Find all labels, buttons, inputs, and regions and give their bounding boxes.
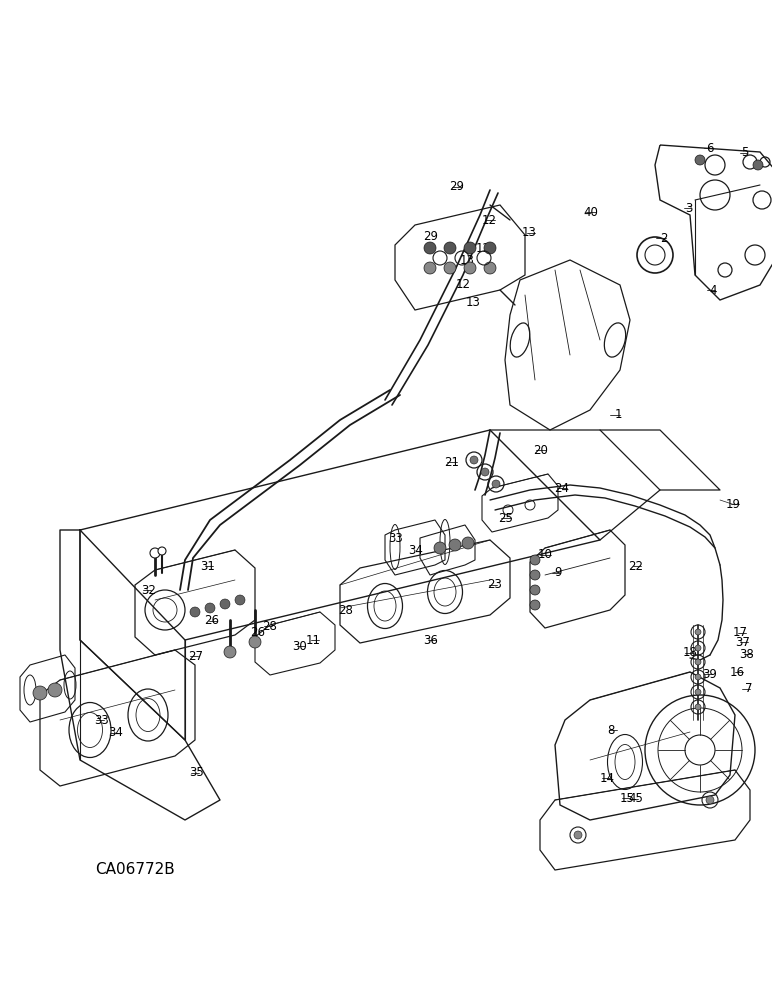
Circle shape [695, 659, 701, 665]
Text: 29: 29 [423, 231, 438, 243]
Text: 32: 32 [141, 584, 156, 596]
Text: 15: 15 [620, 792, 635, 804]
Text: 37: 37 [735, 636, 750, 648]
Text: 35: 35 [189, 766, 204, 780]
Circle shape [481, 468, 489, 476]
Text: 5: 5 [742, 146, 749, 159]
Text: 26: 26 [250, 626, 265, 640]
Text: 26: 26 [204, 614, 219, 628]
Text: 10: 10 [538, 548, 553, 562]
Circle shape [434, 542, 446, 554]
Circle shape [462, 537, 474, 549]
Circle shape [190, 607, 200, 617]
Text: 9: 9 [554, 566, 562, 580]
Text: 13: 13 [460, 254, 475, 267]
Text: 3: 3 [686, 202, 693, 215]
Circle shape [706, 796, 714, 804]
Text: 34: 34 [108, 726, 123, 740]
Text: CA06772B: CA06772B [95, 862, 174, 878]
Circle shape [235, 595, 245, 605]
Circle shape [484, 242, 496, 254]
Text: 39: 39 [702, 668, 717, 680]
Circle shape [530, 585, 540, 595]
Circle shape [530, 555, 540, 565]
Circle shape [464, 262, 476, 274]
Circle shape [33, 686, 47, 700]
Text: 19: 19 [726, 497, 741, 510]
Text: 30: 30 [293, 640, 307, 652]
Text: 16: 16 [730, 666, 745, 678]
Text: 22: 22 [628, 560, 643, 572]
Text: 45: 45 [628, 792, 643, 806]
Circle shape [530, 570, 540, 580]
Text: 27: 27 [188, 650, 203, 662]
Text: 7: 7 [744, 682, 752, 696]
Text: 20: 20 [533, 444, 548, 456]
Text: 6: 6 [706, 141, 714, 154]
Circle shape [753, 160, 763, 170]
Text: 11: 11 [306, 634, 321, 647]
Circle shape [444, 242, 456, 254]
Circle shape [695, 155, 705, 165]
Text: 21: 21 [444, 456, 459, 468]
Text: 4: 4 [709, 284, 717, 296]
Text: 1: 1 [615, 408, 622, 422]
Text: 31: 31 [200, 560, 215, 572]
Text: 12: 12 [482, 214, 497, 227]
Text: 29: 29 [449, 180, 464, 194]
Text: 14: 14 [600, 772, 615, 784]
Text: 33: 33 [388, 532, 403, 544]
Circle shape [224, 646, 236, 658]
Circle shape [449, 539, 461, 551]
Text: 13: 13 [522, 227, 537, 239]
Text: 13: 13 [466, 296, 481, 310]
Circle shape [464, 242, 476, 254]
Text: 12: 12 [476, 242, 491, 255]
Circle shape [48, 683, 62, 697]
Circle shape [249, 636, 261, 648]
Text: 33: 33 [94, 714, 109, 726]
Circle shape [695, 629, 701, 635]
Text: 36: 36 [423, 634, 438, 647]
Text: 28: 28 [262, 619, 277, 633]
Circle shape [530, 600, 540, 610]
Text: 34: 34 [408, 544, 423, 558]
Circle shape [695, 689, 701, 695]
Text: 8: 8 [607, 724, 615, 736]
Circle shape [484, 262, 496, 274]
Text: 12: 12 [456, 278, 471, 292]
Text: 40: 40 [583, 206, 598, 219]
Circle shape [220, 599, 230, 609]
Circle shape [695, 704, 701, 710]
Circle shape [695, 645, 701, 651]
Text: 17: 17 [733, 626, 748, 640]
Circle shape [574, 831, 582, 839]
Text: 18: 18 [683, 647, 698, 660]
Circle shape [205, 603, 215, 613]
Circle shape [470, 456, 478, 464]
Text: 28: 28 [338, 603, 353, 616]
Circle shape [424, 242, 436, 254]
Text: 2: 2 [661, 232, 668, 244]
Circle shape [424, 262, 436, 274]
Circle shape [492, 480, 500, 488]
Text: 23: 23 [487, 578, 502, 591]
Text: 24: 24 [554, 482, 569, 494]
Circle shape [158, 547, 166, 555]
Circle shape [695, 674, 701, 680]
Text: 38: 38 [740, 648, 754, 660]
Circle shape [150, 548, 160, 558]
Text: 25: 25 [498, 512, 513, 524]
Circle shape [444, 262, 456, 274]
